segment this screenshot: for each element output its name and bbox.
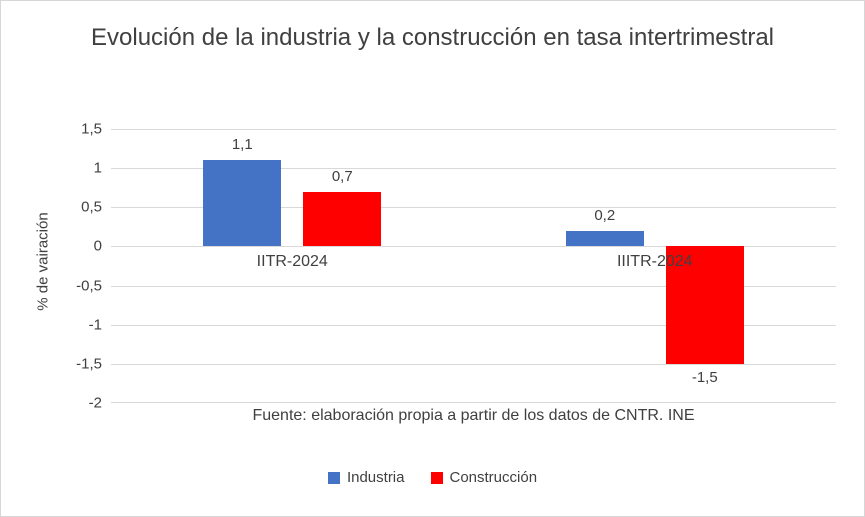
gridline [111,285,836,287]
legend-label: Construcción [449,469,538,486]
gridline [111,246,836,248]
gridline [111,363,836,365]
legend-swatch-icon [430,471,443,484]
y-tick-label: 0 [93,237,102,255]
legend-item-industria: Industria [327,469,405,486]
gridline [111,402,836,403]
bar-construcción [303,191,382,247]
legend-item-construcción: Construcción [430,469,538,486]
bar-industria [565,230,644,247]
chart-title: Evolución de la industria y la construcc… [91,24,774,51]
y-tick-label: 1,5 [81,120,102,138]
value-label: 0,2 [594,206,616,224]
legend: Industria Construcción [1,469,864,486]
legend-label: Industria [346,469,405,486]
y-tick-label: -1,5 [76,355,102,373]
y-axis-title: % de vairación [34,212,52,311]
x-axis-note: Fuente: elaboración propia a partir de l… [252,407,695,424]
gridline [111,324,836,326]
gridline [111,129,836,130]
value-label: -1,5 [691,368,718,386]
gridline [111,207,836,209]
y-tick-label: -0,5 [76,277,102,295]
category-label: IITR-2024 [256,253,328,271]
value-label: 0,7 [331,167,353,185]
y-tick-label: 1 [93,159,102,177]
y-tick-label: -2 [88,394,102,412]
gridline [111,168,836,170]
value-label: 1,1 [231,136,253,154]
legend-swatch-icon [327,471,340,484]
plot-area: 1,5 1 0,5 0 -0,5 -1 -1,5 -2 1,1 0,7 IITR-2024 0,2 -1… [76,121,836,412]
y-tick-label: 0,5 [81,198,102,216]
bar-industria [203,160,282,247]
bar-construcción [665,246,744,364]
y-tick-label: -1 [88,316,102,334]
category-label: IIITR-2024 [616,253,693,271]
